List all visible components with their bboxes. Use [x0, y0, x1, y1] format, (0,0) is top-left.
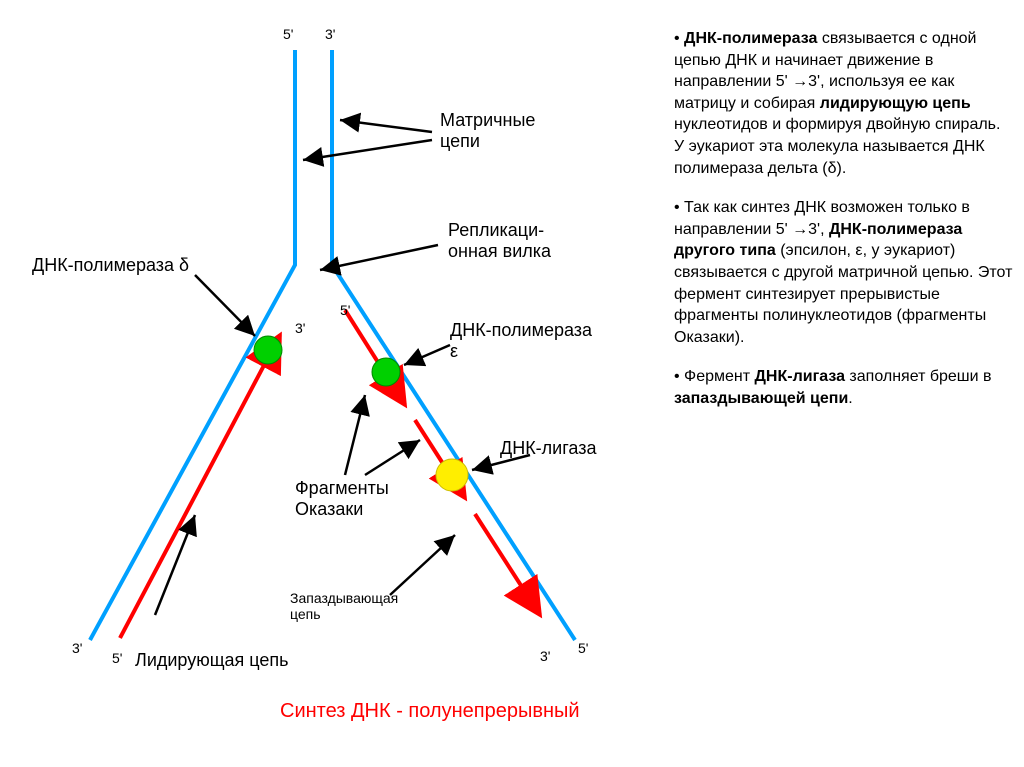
para-3: • Фермент ДНК-лигаза заполняет бреши в з…: [674, 366, 1014, 409]
prime-top-left: 5': [283, 26, 293, 42]
prime-lagging-inner: 5': [340, 302, 350, 318]
label-lagging: Запаздывающая цепь: [290, 590, 398, 622]
label-template: Матричные цепи: [440, 110, 535, 151]
para-2: • Так как синтез ДНК возможен только в н…: [674, 197, 1014, 348]
polymerase-delta-dot: [254, 336, 282, 364]
prime-bl-inner: 5': [112, 650, 122, 666]
prime-br-inner: 3': [540, 648, 550, 664]
prime-bl-outer: 3': [72, 640, 82, 656]
label-ligase: ДНК-лигаза: [500, 438, 596, 459]
replication-fork-diagram: 5' 3' 3' 5' 5' 3' 3' 5' Матричные цепи Р…: [0, 0, 660, 720]
prime-br-outer: 5': [578, 640, 588, 656]
arrow-pol-eps: [404, 345, 450, 365]
arrow-template-right: [340, 120, 432, 132]
diagram-title: Синтез ДНК - полунепрерывный: [280, 700, 580, 723]
arrow-okazaki-1: [345, 395, 365, 475]
para-1: • ДНК-полимераза связывается с одной цеп…: [674, 28, 1014, 179]
ligase-dot: [436, 459, 468, 491]
label-leading: Лидирующая цепь: [135, 650, 289, 671]
prime-top-right: 3': [325, 26, 335, 42]
arrow-pol-delta: [195, 275, 255, 336]
label-pol-eps: ДНК-полимераза ε: [450, 320, 592, 361]
okazaki-3: [475, 514, 540, 615]
arrow-lagging: [390, 535, 455, 595]
label-fork: Реплика­ци- онная вилка: [448, 220, 551, 261]
prime-leading-inner: 3': [295, 320, 305, 336]
polymerase-epsilon-dot: [372, 358, 400, 386]
okazaki-1: [345, 310, 405, 405]
label-okazaki: Фрагменты Оказаки: [295, 478, 389, 519]
description-panel: • ДНК-полимераза связывается с одной цеп…: [674, 28, 1014, 428]
arrow-okazaki-2: [365, 440, 420, 475]
arrow-fork: [320, 245, 438, 270]
arrow-template-left: [303, 140, 432, 160]
label-pol-delta: ДНК-полимераза δ: [32, 255, 189, 276]
leading-strand: [120, 335, 280, 638]
